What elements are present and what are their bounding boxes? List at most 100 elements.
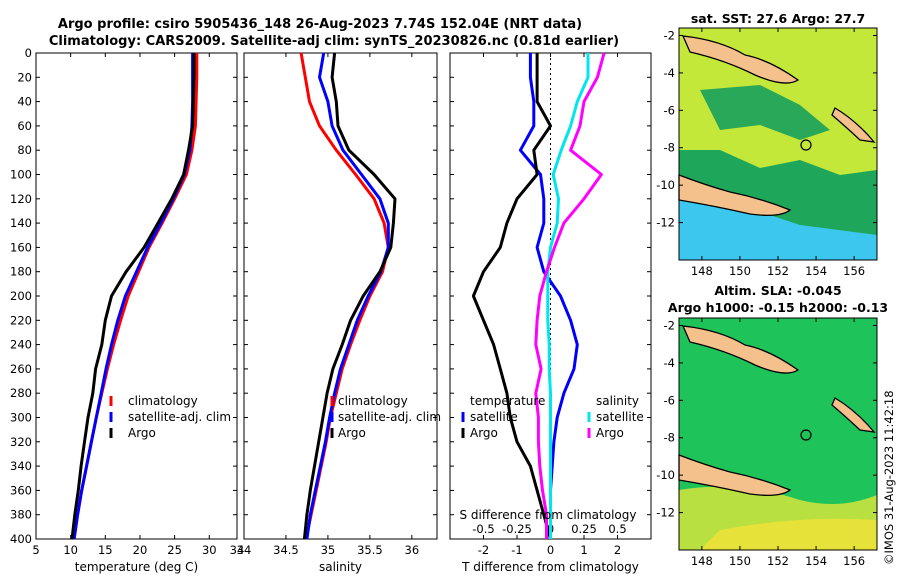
series-line (471, 53, 552, 540)
x-tick-label: 20 (133, 543, 148, 557)
lat-tick-label: -8 (664, 431, 675, 445)
lon-tick-label: 154 (805, 554, 827, 568)
y-tick-label: 260 (10, 362, 32, 376)
s-difference-axis-label: S difference from climatology (460, 508, 637, 522)
lat-tick-label: -6 (664, 103, 675, 117)
x-axis-label: temperature (deg C) (75, 560, 198, 574)
x-tick-label: -1 (511, 543, 522, 557)
x-axis-label: salinity (319, 560, 362, 574)
lon-tick-label: 152 (767, 554, 789, 568)
s-tick-label: 0.5 (608, 522, 626, 536)
sst-map-ticks: -2 -4 -6 -8 -10 -12 148 150 152 154 156 (656, 28, 877, 278)
lat-tick-label: -2 (664, 318, 675, 332)
y-tick-label: 120 (10, 192, 32, 206)
lat-tick-label: -10 (656, 468, 675, 482)
y-tick-label: 380 (10, 508, 32, 522)
new-britain-land (681, 325, 800, 374)
x-tick-label: 30 (202, 543, 217, 557)
sla-map-title1: Altim. SLA: -0.045 (714, 283, 841, 298)
sst-map (678, 27, 878, 261)
legend-label: Argo (596, 426, 624, 440)
lon-tick-label: 148 (691, 554, 713, 568)
x-tick-label: 34 (237, 543, 252, 557)
legend-label: satellite-adj. clim (128, 410, 231, 424)
sst-patch (700, 85, 830, 140)
s-tick-label: -0.5 (472, 522, 494, 536)
x-tick-label: 5 (32, 543, 39, 557)
sla-yellow-region (700, 518, 877, 550)
figure-title-line2: Climatology: CARS2009. Satellite-adj cli… (49, 34, 619, 49)
bougainville-land (831, 107, 876, 143)
lat-tick-label: -4 (664, 66, 675, 80)
sla-map-title2: Argo h1000: -0.15 h2000: -0.13 (668, 300, 888, 315)
x-tick-label: 2 (614, 543, 621, 557)
sst-map-title: sat. SST: 27.6 Argo: 27.7 (691, 11, 865, 26)
lat-tick-label: -12 (656, 506, 675, 520)
sla-map-ticks: -2 -4 -6 -8 -10 -12 148 150 152 154 156 (656, 318, 877, 568)
temperature-legend: climatology satellite-adj. clim Argo (109, 394, 231, 440)
y-tick-label: 140 (10, 216, 32, 230)
s-tick-label: 0.25 (571, 522, 597, 536)
x-tick-label: 10 (63, 543, 78, 557)
lat-tick-label: -4 (664, 356, 675, 370)
x-tick-label: 35 (321, 543, 336, 557)
lon-tick-label: 150 (729, 554, 751, 568)
lon-tick-label: 148 (691, 264, 713, 278)
y-tick-label: 280 (10, 386, 32, 400)
difference-legend: temperature satellite Argo salinity sate… (461, 394, 644, 440)
temperature-panel: 0 20 40 60 80 100 120 140 160 180 200 220 240 260 280 3… (10, 46, 244, 574)
sst-cool-region (679, 195, 877, 260)
x-tick-label: 34.5 (273, 543, 299, 557)
y-tick-label: 40 (17, 95, 32, 109)
x-tick-label: -2 (478, 543, 489, 557)
series-line (534, 52, 606, 539)
x-tick-label: 36 (405, 543, 420, 557)
y-tick-label: 360 (10, 483, 32, 497)
png-mainland-land (678, 174, 792, 216)
lat-tick-label: -8 (664, 141, 675, 155)
lon-tick-label: 156 (843, 554, 865, 568)
y-tick-label: 340 (10, 459, 32, 473)
x-tick-label: 15 (98, 543, 113, 557)
lat-tick-label: -10 (656, 178, 675, 192)
legend-label: satellite (470, 410, 518, 424)
y-tick-label: 400 (10, 532, 32, 546)
new-britain-land (681, 35, 800, 84)
x-axis-label: T difference from climatology (461, 560, 639, 574)
lon-tick-label: 152 (767, 264, 789, 278)
profile-marker (800, 139, 812, 151)
x-tick-label: 1 (580, 543, 587, 557)
x-tick-label: 34 (230, 543, 245, 557)
imos-credit: ©IMOS 31-Aug-2023 11:42:18 (882, 390, 896, 565)
difference-panel: -2 -1 0 1 2 T difference from climatology -0.5… (449, 52, 652, 574)
y-tick-label: 180 (10, 265, 32, 279)
legend-label: satellite-adj. clim (338, 410, 441, 424)
lat-tick-label: -6 (664, 393, 675, 407)
y-tick-label: 0 (25, 46, 32, 60)
s-tick-label: -0.25 (502, 522, 532, 536)
y-tick-label: 60 (17, 119, 32, 133)
legend-label: Argo (128, 426, 156, 440)
y-tick-label: 240 (10, 338, 32, 352)
y-tick-label: 320 (10, 435, 32, 449)
lon-tick-label: 154 (805, 264, 827, 278)
y-tick-label: 20 (17, 70, 32, 84)
x-tick-label: 35.5 (357, 543, 383, 557)
figure-title-line1: Argo profile: csiro 5905436_148 26-Aug-2… (58, 17, 582, 32)
legend-heading-temperature: temperature (470, 394, 545, 408)
legend-label: satellite (596, 410, 644, 424)
legend-heading-salinity: salinity (596, 394, 639, 408)
lat-tick-label: -2 (664, 28, 675, 42)
y-tick-label: 160 (10, 240, 32, 254)
y-tick-label: 100 (10, 168, 32, 182)
series-line (302, 52, 397, 540)
legend-label: Argo (470, 426, 498, 440)
y-tick-label: 80 (17, 143, 32, 157)
salinity-legend: climatology satellite-adj. clim Argo (330, 394, 441, 440)
legend-label: climatology (338, 394, 408, 408)
png-mainland-land (678, 454, 792, 496)
x-tick-label: 0 (547, 543, 554, 557)
bougainville-land (831, 397, 876, 433)
lon-tick-label: 150 (729, 264, 751, 278)
